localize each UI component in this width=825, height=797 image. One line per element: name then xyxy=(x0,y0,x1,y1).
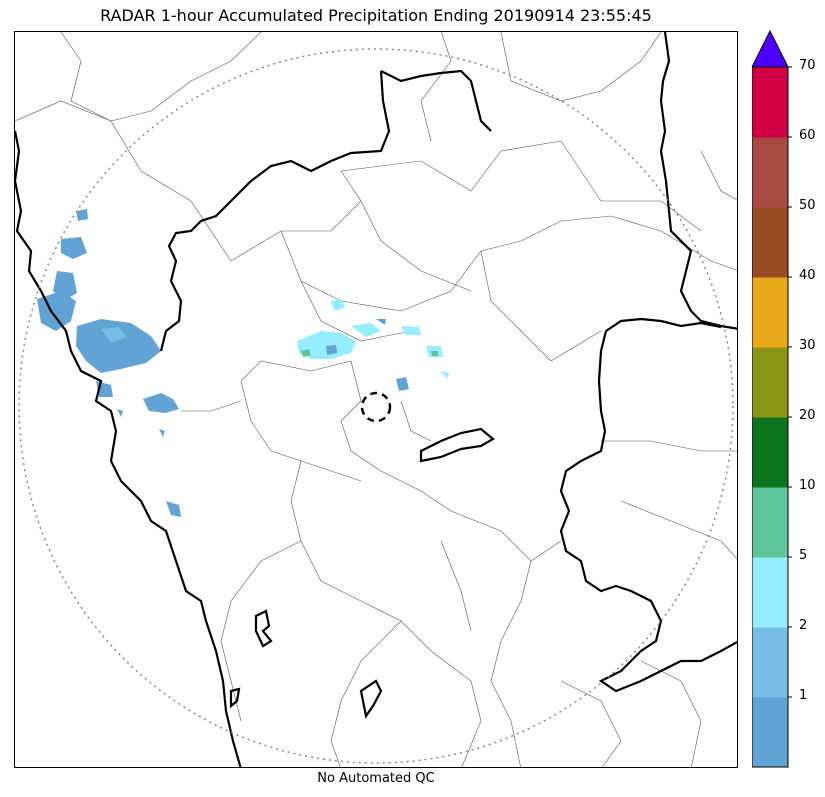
colorbar xyxy=(752,30,792,768)
colorbar-bin-8 xyxy=(752,207,788,278)
radar-map xyxy=(14,31,738,768)
colorbar-bin-3 xyxy=(752,557,788,628)
colorbar-bin-2 xyxy=(752,627,788,698)
colorbar-bin-6 xyxy=(752,347,788,418)
colorbar-bin-9 xyxy=(752,137,788,208)
map-canvas xyxy=(15,32,737,767)
qc-note: No Automated QC xyxy=(317,771,435,786)
colorbar-tick-label: 70 xyxy=(799,58,816,73)
colorbar-tick-label: 30 xyxy=(799,338,816,353)
range-ring xyxy=(18,48,734,764)
colorbar-tick-label: 60 xyxy=(799,128,816,143)
colorbar-tick-label: 10 xyxy=(799,478,816,493)
colorbar-bin-10 xyxy=(752,67,788,138)
map-title: RADAR 1-hour Accumulated Precipitation E… xyxy=(100,6,652,25)
colorbar-tick-label: 2 xyxy=(799,618,808,633)
precipitation-areas xyxy=(37,209,181,517)
colorbar-bin-7 xyxy=(752,277,788,348)
colorbar-tick-label: 20 xyxy=(799,408,816,423)
colorbar-tick-label: 1 xyxy=(799,688,808,703)
colorbar-extend-arrow xyxy=(752,30,789,68)
colorbar-tick-label: 5 xyxy=(799,548,808,563)
colorbar-tick-label: 40 xyxy=(799,268,816,283)
state-boundaries xyxy=(15,32,737,767)
radar-site-marker xyxy=(360,391,392,423)
district-boundaries xyxy=(15,32,737,767)
colorbar-tick-label: 50 xyxy=(799,198,816,213)
colorbar-bin-4 xyxy=(752,487,788,558)
colorbar-bin-5 xyxy=(752,417,788,488)
colorbar-bin-1 xyxy=(752,697,788,768)
central-echoes xyxy=(297,299,449,391)
